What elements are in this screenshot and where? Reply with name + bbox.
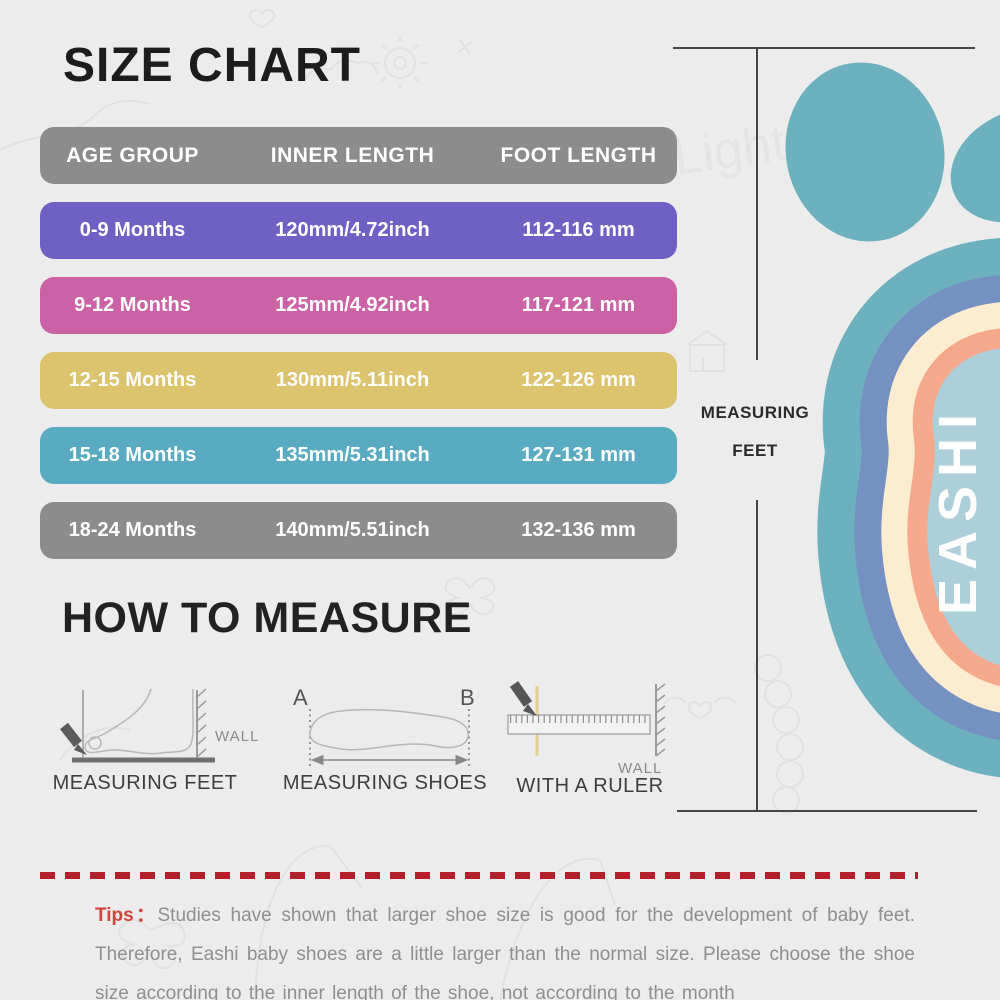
tips-text: Studies have shown that larger shoe size… (95, 905, 915, 1000)
cell-age-group: 12-15 Months (68, 369, 197, 391)
cell-inner-length: 125mm/4.92inch (275, 294, 430, 316)
caption-measuring-shoes: MEASURING SHOES (282, 772, 488, 794)
point-a-label: A (293, 685, 308, 710)
table-header-row: AGE GROUP INNER LENGTH FOOT LENGTH (40, 127, 677, 184)
cell-inner-length: 120mm/4.72inch (275, 219, 430, 241)
measuring-feet-illustration: WALL (60, 688, 259, 763)
cell-age-group: 18-24 Months (68, 519, 197, 541)
big-toe (785, 62, 945, 242)
measuring-feet-note: MEASURING FEET (688, 398, 822, 466)
length-arrow (310, 754, 469, 766)
cell-inner-length: 140mm/5.51inch (275, 519, 430, 541)
table-row: 15-18 Months 135mm/5.31inch 127-131 mm (40, 427, 677, 484)
brand-text-eashi: EASHI (928, 405, 988, 615)
how-to-measure-heading: HOW TO MEASURE (62, 594, 472, 642)
tips-paragraph: Tips：Studies have shown that larger shoe… (95, 896, 915, 1000)
frame-line-vertical-upper (756, 47, 758, 360)
ruler-illustration: WALL (507, 681, 666, 777)
frame-line-top (673, 47, 975, 49)
column-header-age-group: AGE GROUP (66, 143, 199, 167)
pencil-icon (509, 681, 537, 716)
wall-hatch-icon (655, 683, 666, 757)
small-toe (950, 107, 1000, 223)
cell-foot-length: 127-131 mm (521, 444, 636, 466)
cell-inner-length: 135mm/5.31inch (275, 444, 430, 466)
ruler (507, 714, 651, 735)
foot-outline (84, 688, 194, 755)
cell-foot-length: 117-121 mm (521, 294, 636, 316)
table-row: 9-12 Months 125mm/4.92inch 117-121 mm (40, 277, 677, 334)
tips-label: Tips： (95, 905, 158, 926)
tips-divider (40, 872, 918, 879)
frame-line-vertical-lower (756, 500, 758, 811)
frame-line-bottom (677, 810, 977, 812)
column-header-foot-length: FOOT LENGTH (500, 143, 657, 167)
note-line-2: FEET (732, 441, 778, 460)
cell-age-group: 0-9 Months (79, 219, 186, 241)
caption-measuring-feet: MEASURING FEET (52, 772, 238, 794)
size-table: AGE GROUP INNER LENGTH FOOT LENGTH 0-9 M… (40, 127, 677, 577)
column-header-inner-length: INNER LENGTH (270, 143, 435, 167)
sole-rings (817, 238, 1000, 777)
caption-with-a-ruler: WITH A RULER (516, 775, 664, 797)
wall-label: WALL (618, 760, 662, 777)
cell-age-group: 9-12 Months (74, 294, 191, 316)
shoe-sole-outline (309, 708, 469, 751)
footprint-graphic: EASHI (785, 62, 1000, 777)
table-row: 18-24 Months 140mm/5.51inch 132-136 mm (40, 502, 677, 559)
wall-label: WALL (215, 728, 259, 745)
page-title: SIZE CHART (63, 39, 361, 92)
cell-foot-length: 132-136 mm (521, 519, 636, 541)
note-line-1: MEASURING (700, 403, 810, 422)
cell-foot-length: 112-116 mm (522, 219, 635, 241)
cell-age-group: 15-18 Months (68, 444, 197, 466)
table-row: 0-9 Months 120mm/4.72inch 112-116 mm (40, 202, 677, 259)
point-b-label: B (460, 685, 475, 710)
pencil-icon (60, 722, 87, 755)
wall-hatch-icon (196, 688, 207, 758)
cell-inner-length: 130mm/5.11inch (275, 369, 430, 391)
measuring-shoes-illustration: A B (293, 685, 475, 769)
cell-foot-length: 122-126 mm (521, 369, 636, 391)
table-row: 12-15 Months 130mm/5.11inch 122-126 mm (40, 352, 677, 409)
